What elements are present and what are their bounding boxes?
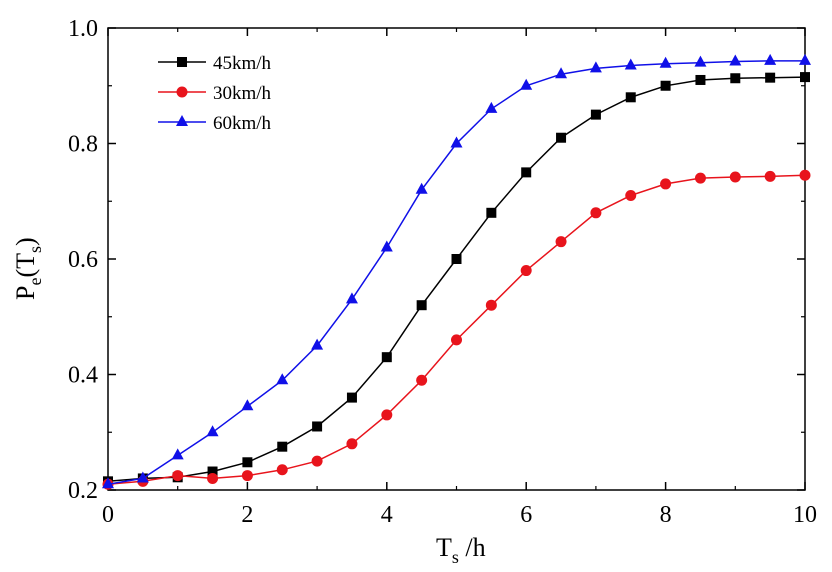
data-point (764, 170, 776, 182)
data-point (312, 421, 323, 432)
data-point (451, 254, 462, 264)
data-point (799, 53, 811, 65)
data-point (695, 74, 706, 85)
data-point (415, 182, 428, 194)
legend-label-60: 60km/h (213, 113, 272, 134)
data-point (486, 207, 497, 218)
data-point (207, 466, 218, 477)
data-point (485, 299, 497, 311)
data-point (206, 425, 219, 437)
legend-label-45: 45km/h (213, 53, 272, 74)
series-line (107, 174, 806, 485)
legend-marker-30 (176, 86, 188, 98)
data-point (799, 169, 811, 181)
x-tick-label: 10 (793, 502, 817, 528)
data-point (381, 409, 393, 421)
data-point (277, 441, 288, 452)
data-point (381, 352, 392, 363)
data-point (729, 54, 742, 66)
data-point (520, 265, 532, 277)
data-point (730, 73, 741, 84)
data-point (555, 236, 567, 248)
data-point (346, 392, 357, 403)
y-axis-title-e: e (25, 278, 45, 286)
data-point (450, 136, 463, 148)
data-point (136, 471, 149, 483)
x-axis-title-sub: s (452, 547, 459, 567)
legend-marker-60 (176, 115, 188, 126)
data-point (241, 399, 254, 411)
data-point (659, 56, 672, 68)
y-tick-label: 0.6 (68, 247, 98, 273)
y-axis-title-open: (T (11, 253, 40, 278)
data-point (660, 178, 672, 190)
x-axis-title-main: T (436, 533, 452, 562)
data-point (485, 101, 498, 113)
data-point (590, 109, 601, 120)
data-point (556, 132, 567, 143)
data-point (171, 448, 184, 460)
x-tick-label: 2 (241, 502, 253, 528)
series-60km/h (102, 53, 811, 489)
x-tick-label: 6 (520, 502, 532, 528)
data-point (416, 374, 428, 386)
data-point (102, 477, 114, 489)
data-point (346, 438, 358, 450)
x-axis-title: Ts /h (436, 533, 486, 567)
y-tick-label: 0.2 (68, 478, 98, 504)
series-30km/h (102, 169, 811, 490)
data-point (521, 167, 532, 178)
data-point (311, 338, 324, 350)
y-tick-label: 0.8 (68, 132, 98, 158)
data-point (241, 470, 253, 482)
data-point (172, 470, 184, 482)
x-tick-label: 4 (381, 502, 393, 528)
legend-label-30: 30km/h (213, 83, 272, 104)
y-tick-label: 1.0 (68, 16, 98, 42)
legend-marker-45 (177, 57, 187, 67)
data-point (765, 72, 776, 83)
x-axis-title-unit: /h (459, 533, 486, 562)
x-tick-label: 8 (660, 502, 672, 528)
data-point (555, 67, 568, 79)
axis-ticks: 0 2 4 6 8 10 0.2 0.4 0.6 0.8 1.0 (68, 16, 817, 528)
series-layer (102, 53, 811, 490)
data-point (242, 457, 253, 468)
data-point (660, 80, 671, 91)
y-axis-title: Pe(Ts) (11, 237, 45, 300)
data-point (694, 172, 706, 184)
series-45km/h (103, 72, 810, 487)
data-point (764, 53, 777, 65)
data-point (694, 55, 707, 67)
y-axis-title-s: s (25, 246, 45, 253)
data-point (207, 472, 219, 484)
data-point (624, 58, 637, 70)
y-tick-label: 0.4 (68, 363, 98, 389)
data-point (625, 189, 637, 201)
y-axis-title-p: P (11, 286, 40, 300)
legend: 45km/h 30km/h 60km/h (158, 53, 272, 134)
data-point (590, 207, 602, 219)
data-point (729, 171, 741, 183)
data-point (311, 455, 323, 467)
data-point (416, 300, 427, 311)
data-point (451, 334, 462, 346)
data-point (520, 78, 533, 90)
y-axis-title-close: ) (11, 237, 40, 246)
x-tick-label: 0 (102, 502, 114, 528)
data-point (380, 240, 393, 252)
data-point (345, 292, 358, 304)
data-point (589, 61, 602, 73)
data-point (276, 373, 289, 385)
data-point (800, 72, 810, 83)
data-point (276, 464, 288, 476)
data-point (625, 92, 636, 103)
